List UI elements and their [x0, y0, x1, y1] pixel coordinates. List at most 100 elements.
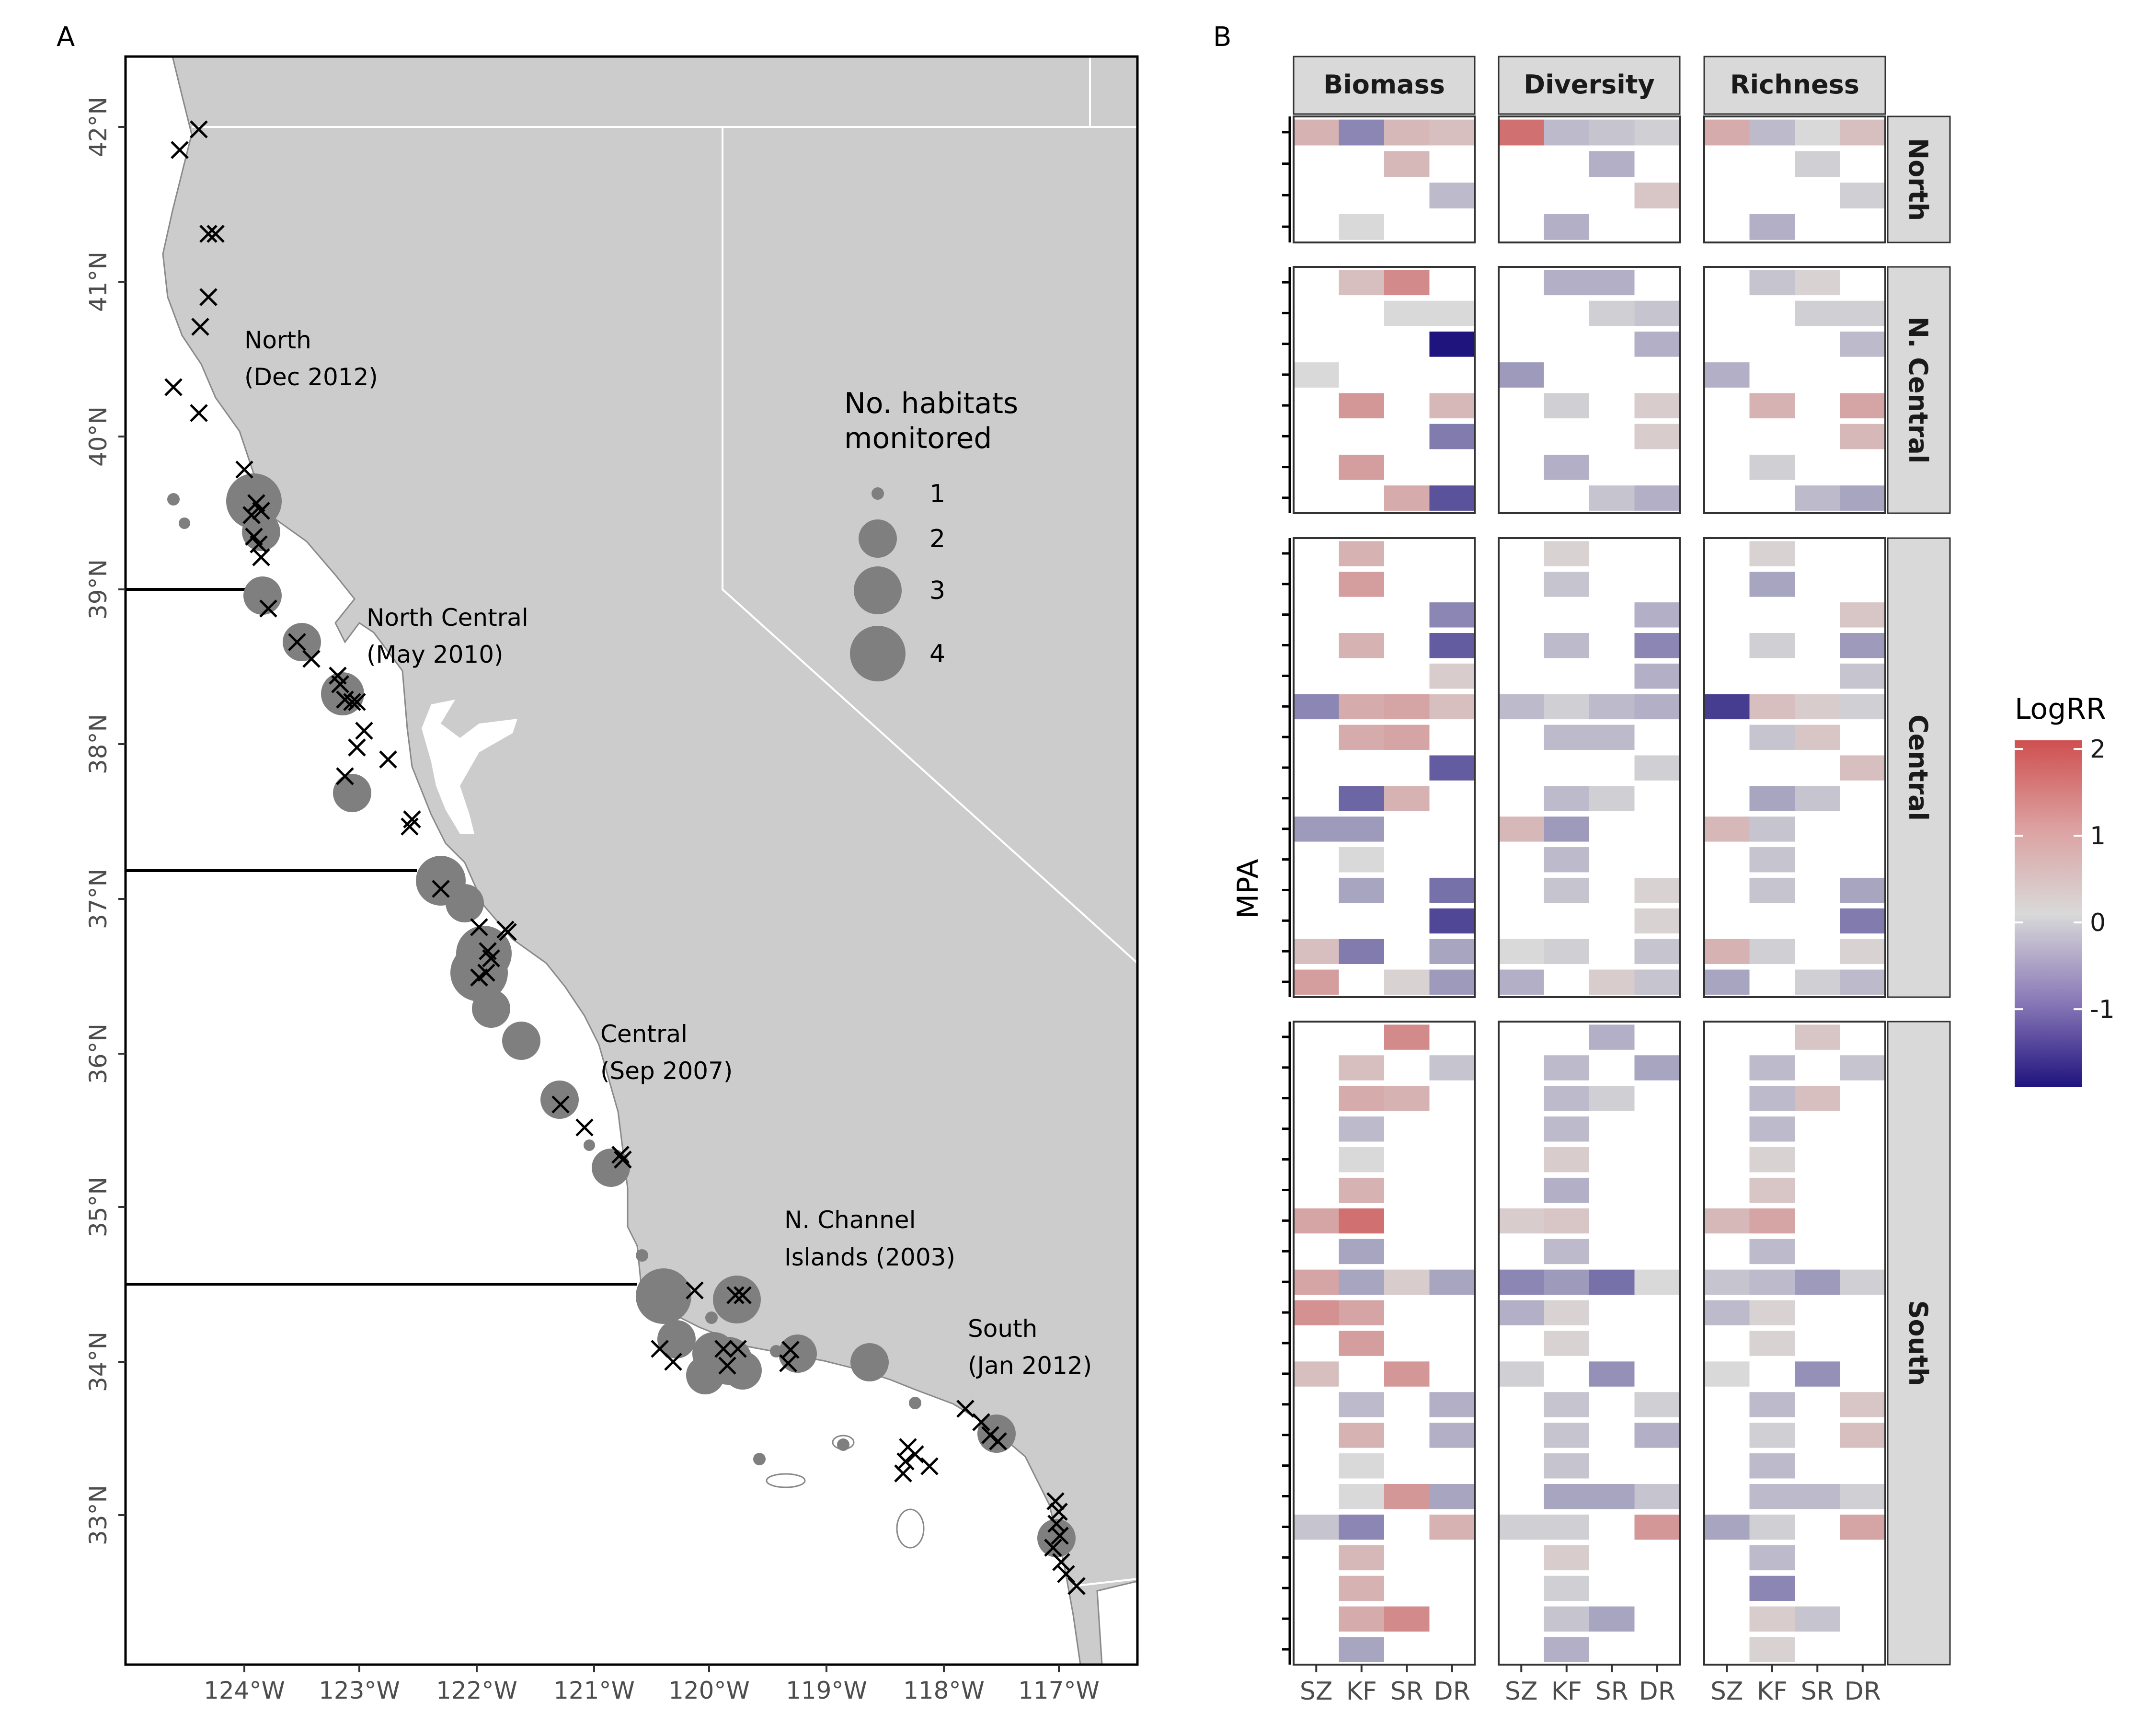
heatmap-cell — [1429, 485, 1475, 511]
heatmap-cell — [1429, 602, 1475, 628]
heatmap-cell — [1339, 877, 1384, 903]
heatmap-cell — [1749, 1208, 1795, 1234]
heatmap-cell — [1634, 908, 1680, 934]
heatmap-cell — [1339, 724, 1384, 750]
heatmap-cell — [1749, 847, 1795, 873]
lat-tick-label: 42°N — [84, 97, 112, 157]
row-strip-label: North — [1903, 138, 1933, 221]
mpa-x-marker — [432, 880, 450, 898]
habitat-circle — [592, 1149, 630, 1187]
heatmap-cell — [1749, 1545, 1795, 1571]
heatmap-cell — [1544, 786, 1589, 811]
mpa-x-marker — [252, 502, 270, 520]
heatmap-cell — [1795, 1024, 1840, 1050]
heatmap-cell — [1840, 393, 1885, 419]
row-strip-label: N. Central — [1903, 317, 1933, 464]
habitat-circle — [242, 513, 280, 551]
facet-frame — [1498, 115, 1681, 243]
heatmap-cell — [1704, 1269, 1750, 1295]
heatmap-cell — [1544, 1606, 1589, 1632]
heatmap-cell — [1339, 632, 1384, 658]
mpa-x-marker — [714, 1340, 733, 1358]
heatmap-cell — [1544, 724, 1589, 750]
heatmap-cell — [1840, 485, 1885, 511]
lat-tick-label: 37°N — [84, 869, 112, 929]
heatmap-cell — [1544, 1514, 1589, 1540]
heatmap-cell — [1589, 1484, 1635, 1509]
heatmap-cell — [1749, 454, 1795, 480]
heatmap-cell — [1589, 786, 1635, 811]
heatmap-cell — [1589, 1361, 1635, 1387]
heatmap-cell — [1840, 183, 1885, 208]
x-tick-label: KF — [1757, 1677, 1788, 1706]
habitat-circle — [636, 1268, 691, 1324]
legend-tick-label: 1 — [2090, 822, 2106, 851]
heatmap-cell — [1795, 786, 1840, 811]
heatmap-cell — [1840, 1392, 1885, 1417]
heatmap-cell — [1589, 969, 1635, 995]
mpa-x-marker — [906, 1445, 924, 1463]
legend-size-4: 4 — [929, 640, 945, 668]
heatmap-cell — [1749, 119, 1795, 146]
heatmap-cell — [1749, 393, 1795, 419]
row-strip — [1887, 115, 1951, 243]
heatmap-cell — [1384, 1086, 1430, 1111]
heatmap-cell — [1544, 877, 1589, 903]
heatmap-cell — [1339, 694, 1384, 720]
heatmap-cell — [1339, 1147, 1384, 1173]
facet-frame — [1703, 266, 1886, 514]
heatmap-cell — [1339, 1606, 1384, 1632]
mpa-x-marker — [611, 1146, 630, 1164]
heatmap-cell — [1339, 816, 1384, 842]
heatmap-cell — [1499, 1514, 1544, 1540]
heatmap-cell — [1704, 1361, 1750, 1387]
mpa-x-marker — [191, 318, 209, 336]
size-legend: No. habitats monitored 1 2 3 4 — [844, 387, 1018, 681]
facet-frame — [1498, 1021, 1681, 1666]
heatmap-cell — [1499, 694, 1544, 720]
island-1 — [766, 1473, 806, 1488]
heatmap-cell — [1384, 969, 1430, 995]
heatmap-cell — [1499, 969, 1544, 995]
heatmap-cell — [1634, 663, 1680, 689]
heatmap-cell — [1840, 1484, 1885, 1509]
heatmap-cell — [1384, 1269, 1430, 1295]
mpa-x-marker — [288, 633, 306, 651]
heatmap-cell — [1429, 877, 1475, 903]
mpa-x-marker — [551, 1095, 570, 1114]
mpa-x-marker — [718, 1357, 736, 1375]
heatmap-cell — [1749, 816, 1795, 842]
border-mexico — [1073, 1578, 1137, 1587]
heatmap-cell — [1795, 1361, 1840, 1387]
mpa-x-marker — [726, 1286, 745, 1304]
heatmap-cell — [1429, 908, 1475, 934]
heatmap-cell — [1544, 939, 1589, 965]
label-nci-date: Islands (2003) — [784, 1243, 955, 1271]
heatmap-cell — [1544, 1269, 1589, 1295]
heatmap-cell — [1294, 1208, 1339, 1234]
heatmap-cell — [1749, 694, 1795, 720]
mpa-x-marker — [343, 693, 361, 711]
heatmap-cell — [1429, 331, 1475, 357]
heatmap-cell — [1840, 939, 1885, 965]
habitat-circle — [333, 774, 371, 812]
heatmap-cell — [1384, 1606, 1430, 1632]
heatmap-panels: Biomass Diversity Richness North N. Central C… — [1282, 56, 1951, 1706]
heatmap-cell — [1840, 663, 1885, 689]
island-3 — [896, 1508, 925, 1549]
habitat-circle — [502, 1022, 540, 1060]
heatmap-cell — [1795, 724, 1840, 750]
region-labels: North (Dec 2012) North Central (May 2010… — [244, 326, 1092, 1380]
heatmap-cell — [1704, 816, 1750, 842]
habitat-circle — [167, 493, 180, 506]
habitat-circle — [584, 1139, 595, 1151]
lon-tick-label: 119°W — [786, 1677, 867, 1704]
habitat-circle — [705, 1311, 718, 1324]
mpa-x-marker — [379, 750, 397, 769]
heatmap-cell — [1294, 969, 1339, 995]
heatmap-cell — [1589, 300, 1635, 326]
heatmap-cell — [1294, 1300, 1339, 1325]
legend-size-3: 3 — [929, 576, 945, 605]
heatmap-cell — [1339, 1086, 1384, 1111]
